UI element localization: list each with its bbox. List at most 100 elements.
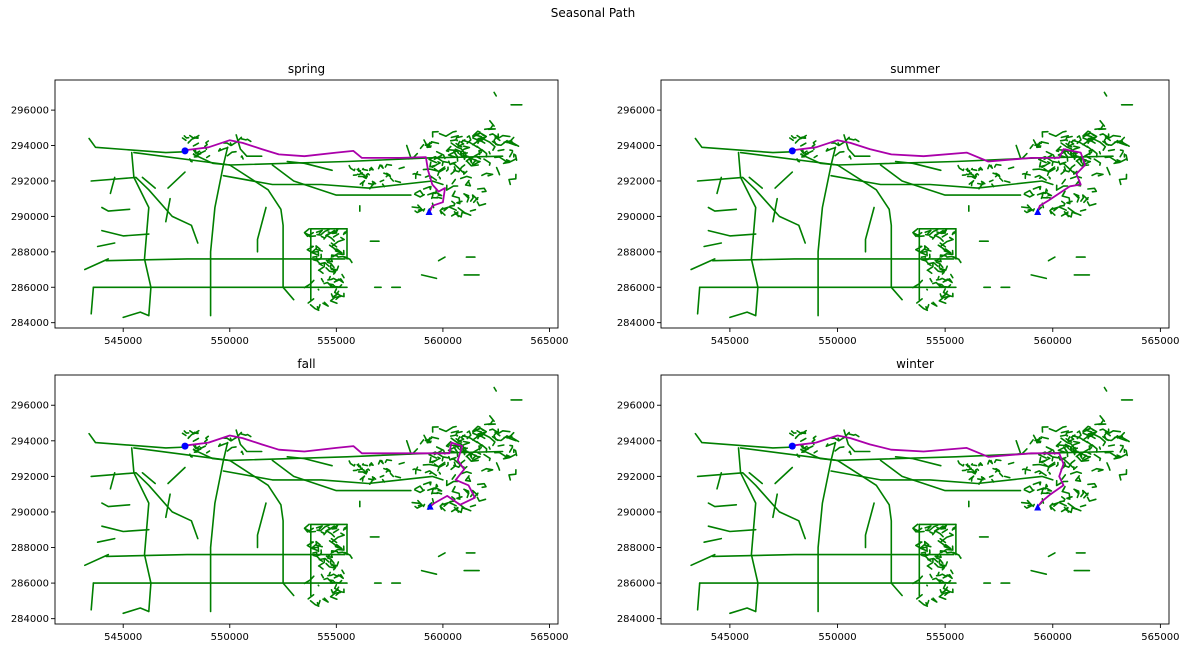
y-tick-label: 296000 <box>11 401 49 412</box>
road-segment <box>1109 445 1115 446</box>
x-tick-label: 555000 <box>317 632 355 643</box>
road-segment <box>489 152 490 154</box>
y-tick-label: 284000 <box>617 318 655 329</box>
road-segment <box>1060 206 1064 207</box>
road-segment <box>1022 503 1029 504</box>
start-marker <box>789 443 796 450</box>
start-marker <box>789 147 796 154</box>
road-segment <box>938 284 942 285</box>
road-segment <box>313 555 317 556</box>
road-segment <box>918 532 924 533</box>
road-segment <box>370 168 373 171</box>
x-tick-label: 545000 <box>711 336 749 347</box>
road-segment <box>922 555 926 556</box>
x-tick-label: 565000 <box>530 336 568 347</box>
subplot-title: spring <box>288 62 325 76</box>
x-tick-label: 550000 <box>211 632 249 643</box>
road-segment <box>309 236 315 237</box>
x-tick-label: 545000 <box>104 336 142 347</box>
road-segment <box>918 236 924 237</box>
y-tick-label: 296000 <box>617 401 655 412</box>
y-tick-label: 284000 <box>11 614 49 625</box>
y-tick-label: 290000 <box>617 212 655 223</box>
y-tick-label: 286000 <box>11 579 49 590</box>
x-tick-label: 550000 <box>818 336 856 347</box>
y-tick-label: 284000 <box>617 614 655 625</box>
x-tick-label: 565000 <box>1141 632 1179 643</box>
y-tick-label: 292000 <box>11 176 49 187</box>
y-tick-label: 284000 <box>11 318 49 329</box>
y-tick-label: 294000 <box>617 141 655 152</box>
y-tick-label: 288000 <box>11 247 49 258</box>
road-segment <box>498 150 504 151</box>
road-segment <box>979 463 982 466</box>
y-tick-label: 288000 <box>11 543 49 554</box>
y-tick-label: 290000 <box>11 507 49 518</box>
road-segment <box>450 206 454 207</box>
x-tick-label: 550000 <box>211 336 249 347</box>
road-segment <box>433 499 434 503</box>
road-segment <box>1100 152 1101 154</box>
y-tick-label: 292000 <box>617 472 655 483</box>
road-segment <box>329 277 330 279</box>
y-tick-label: 286000 <box>617 283 655 294</box>
road-segment <box>928 305 929 308</box>
road-segment <box>319 601 320 604</box>
y-tick-label: 290000 <box>617 507 655 518</box>
road-segment <box>979 168 982 171</box>
y-tick-label: 292000 <box>11 472 49 483</box>
figure-title: Seasonal Path <box>551 6 635 20</box>
road-segment <box>922 260 926 261</box>
road-segment <box>489 447 490 449</box>
x-tick-label: 545000 <box>711 632 749 643</box>
road-segment <box>330 580 334 581</box>
road-segment <box>313 552 317 553</box>
y-tick-label: 286000 <box>11 283 49 294</box>
x-tick-label: 565000 <box>530 632 568 643</box>
road-segment <box>370 463 373 466</box>
road-segment <box>938 277 939 279</box>
x-tick-label: 545000 <box>104 632 142 643</box>
road-segment <box>1100 447 1101 449</box>
road-segment <box>313 260 317 261</box>
road-segment <box>319 305 320 308</box>
y-tick-label: 294000 <box>11 141 49 152</box>
subplot-title: summer <box>890 62 940 76</box>
start-marker <box>182 443 189 450</box>
y-tick-label: 294000 <box>11 436 49 447</box>
road-segment <box>1049 472 1050 474</box>
road-segment <box>1060 501 1064 502</box>
x-tick-label: 560000 <box>424 632 462 643</box>
road-segment <box>921 257 925 258</box>
road-segment <box>1022 207 1029 208</box>
x-tick-label: 560000 <box>424 336 462 347</box>
x-tick-label: 555000 <box>926 336 964 347</box>
y-tick-label: 292000 <box>617 176 655 187</box>
road-segment <box>1033 209 1034 211</box>
y-tick-label: 290000 <box>11 212 49 223</box>
road-segment <box>309 532 315 533</box>
y-tick-label: 294000 <box>617 436 655 447</box>
road-segment <box>498 445 504 446</box>
road-segment <box>439 472 440 474</box>
x-tick-label: 565000 <box>1141 336 1179 347</box>
road-segment <box>938 580 942 581</box>
y-tick-label: 288000 <box>617 247 655 258</box>
road-segment <box>1033 505 1034 507</box>
y-tick-label: 296000 <box>11 106 49 117</box>
y-tick-label: 296000 <box>617 106 655 117</box>
start-marker <box>182 147 189 154</box>
subplot-title: fall <box>297 357 315 371</box>
x-tick-label: 560000 <box>1034 632 1072 643</box>
x-tick-label: 550000 <box>818 632 856 643</box>
x-tick-label: 560000 <box>1034 336 1072 347</box>
x-tick-label: 555000 <box>926 632 964 643</box>
road-segment <box>928 601 929 604</box>
subplot-title: winter <box>896 357 934 371</box>
y-tick-label: 288000 <box>617 543 655 554</box>
road-segment <box>938 572 939 574</box>
x-tick-label: 555000 <box>317 336 355 347</box>
road-segment <box>424 209 425 211</box>
